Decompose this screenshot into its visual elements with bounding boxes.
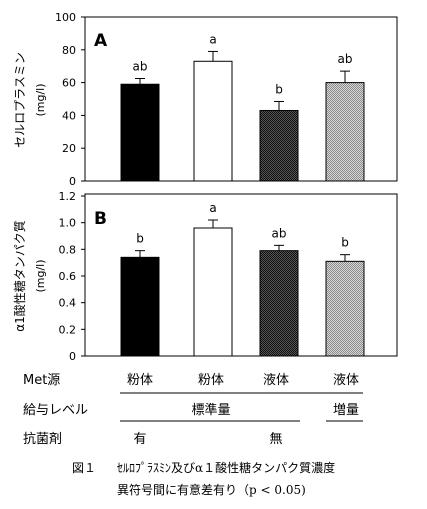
panel-b-bar-3 [259,250,299,357]
panel-a-significance-3: b [275,82,283,96]
panel-a-frame [84,16,398,182]
panel-b-ytick-label: 1.2 [59,190,77,203]
panel-a-y-axis: 0 20 40 60 80 100 [55,11,85,188]
panel-b-bar-2 [193,227,233,357]
panel-b-ylabel: α1酸性糖タンパク質 [12,220,27,332]
met-source-3: 液体 [263,373,289,388]
panel-b: B 0 0.2 0.4 0.6 0.8 1.0 1.2 b a ab b α1酸性糖タンパク質 (… [12,190,398,363]
panel-b-ytick-label: 0.4 [59,297,77,310]
panel-a-significance-1: ab [133,60,148,74]
panel-b-yunit: (mg/l) [34,259,47,292]
caption-title: ｾﾙﾛﾌﾟﾗｽﾐﾝ及びα１酸性糖タンパク質濃度 [117,460,335,475]
panel-a-ylabel: セルロプラスミン [13,52,27,148]
condition-table: Met源 粉体 粉体 液体 液体 給与レベル 標準量 増量 抗菌剤 有 無 [23,373,363,447]
panel-b-ytick-label: 0.2 [59,323,77,336]
feed-level-group-2: 増量 [333,403,359,418]
panel-a-ytick-label: 20 [62,142,76,155]
panel-b-bar-4 [325,260,365,357]
panel-a-ytick-label: 100 [55,11,76,24]
panel-b-significance-3: ab [272,226,287,240]
panel-a-label: A [94,31,108,51]
met-source-2: 粉体 [198,373,224,388]
panel-b-ytick-label: 0.8 [59,243,77,256]
panel-a-ytick-label: 0 [69,175,76,188]
panel-a-bar-4 [325,82,365,182]
panel-b-ytick-label: 0 [69,350,76,363]
panel-a-significance-2: a [209,32,216,46]
met-source-1: 粉体 [127,373,153,388]
panel-b-bar-1 [120,256,160,357]
row-met-source-label: Met源 [23,373,60,388]
panel-b-ytick-label: 1.0 [59,217,77,230]
row-feed-level-label: 給与レベル [23,403,88,418]
panel-a-yunit: (mg/l) [34,83,47,116]
caption-note: 異符号間に有意差有り（p < 0.05) [117,482,306,497]
panel-a-bar-2 [193,60,233,182]
met-source-4: 液体 [333,373,359,388]
caption-figure-number: 図１ [72,461,96,475]
panel-b-significance-1: b [136,232,144,246]
panel-a-ytick-label: 40 [62,109,76,122]
panel-b-bars: b a ab b [120,201,365,357]
panel-a-ytick-label: 60 [62,77,76,90]
panel-a-bar-1 [120,83,160,182]
panel-b-significance-4: b [341,236,349,250]
panel-b-frame [84,193,398,357]
antibiotic-group-2: 無 [269,432,282,447]
row-antibiotic-label: 抗菌剤 [23,431,62,447]
antibiotic-group-1: 有 [133,432,146,447]
panel-b-ytick-label: 0.6 [59,270,77,283]
feed-level-group-1: 標準量 [191,402,230,418]
panel-b-label: B [94,209,107,229]
panel-b-y-axis: 0 0.2 0.4 0.6 0.8 1.0 1.2 [59,190,85,363]
figure-caption: 図１ ｾﾙﾛﾌﾟﾗｽﾐﾝ及びα１酸性糖タンパク質濃度 異符号間に有意差有り（p … [72,460,335,497]
panel-a-ytick-label: 80 [62,44,76,57]
panel-a-significance-4: ab [338,52,353,66]
panel-a-bar-3 [259,109,299,182]
panel-b-significance-2: a [209,201,216,215]
